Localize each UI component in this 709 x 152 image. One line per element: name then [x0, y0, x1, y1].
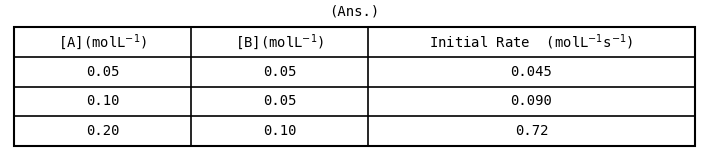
Text: 0.05: 0.05 [86, 65, 119, 79]
Text: 0.72: 0.72 [515, 124, 548, 138]
Text: 0.05: 0.05 [263, 65, 296, 79]
Text: Initial Rate  (molL$^{-1}$s$^{-1}$): Initial Rate (molL$^{-1}$s$^{-1}$) [430, 32, 634, 52]
Text: [B](molL$^{-1}$): [B](molL$^{-1}$) [235, 32, 324, 52]
Text: 0.20: 0.20 [86, 124, 119, 138]
Text: [A](molL$^{-1}$): [A](molL$^{-1}$) [58, 32, 147, 52]
Text: 0.090: 0.090 [510, 94, 552, 109]
Text: 0.045: 0.045 [510, 65, 552, 79]
Text: 0.10: 0.10 [86, 94, 119, 109]
Text: (Ans.): (Ans.) [330, 5, 379, 19]
Text: 0.05: 0.05 [263, 94, 296, 109]
Text: 0.10: 0.10 [263, 124, 296, 138]
